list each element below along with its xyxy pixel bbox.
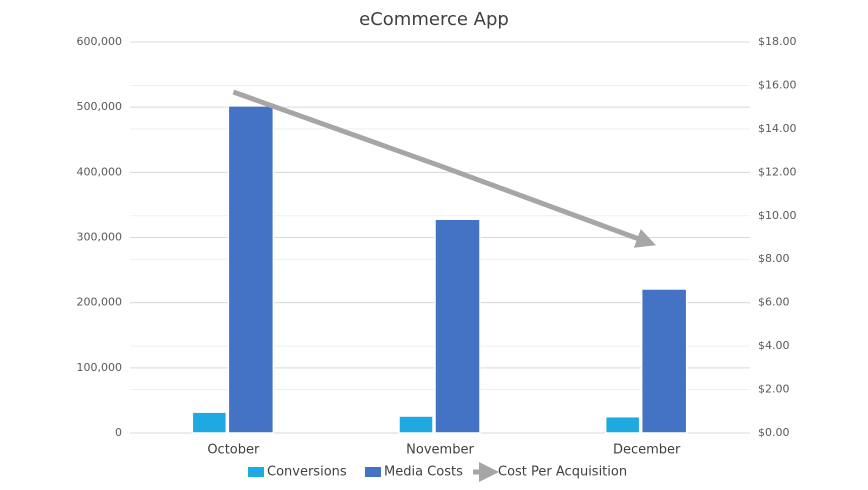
y-tick-label: 100,000 [77, 361, 123, 374]
y2-tick-label: $14.00 [758, 122, 797, 135]
y2-tick-label: $10.00 [758, 209, 797, 222]
bar [640, 288, 688, 434]
y-tick-label: 400,000 [77, 165, 123, 178]
y2-tick-label: $4.00 [758, 339, 790, 352]
y-tick-label: 600,000 [77, 35, 123, 48]
cpa-line [232, 89, 657, 248]
bar [191, 411, 228, 434]
legend-key [248, 467, 264, 477]
y2-tick-label: $2.00 [758, 383, 790, 396]
legend-label: Media Costs [384, 465, 463, 480]
y-tick-label: 300,000 [77, 231, 123, 244]
y2-tick-label: $8.00 [758, 252, 790, 265]
x-tick-label: December [613, 443, 681, 458]
legend-key [365, 467, 381, 477]
x-tick-label: October [207, 443, 260, 458]
bar [398, 415, 434, 434]
y-tick-label: 200,000 [77, 296, 123, 309]
bar [604, 415, 641, 434]
y2-tick-label: $18.00 [758, 35, 797, 48]
bar [434, 218, 481, 434]
y2-tick-label: $0.00 [758, 426, 790, 439]
y2-tick-label: $12.00 [758, 165, 797, 178]
y2-tick-label: $6.00 [758, 296, 790, 309]
y2-tick-label: $16.00 [758, 78, 797, 91]
x-tick-label: November [406, 443, 474, 458]
chart-title: eCommerce App [359, 9, 509, 30]
legend-label: Conversions [267, 465, 347, 480]
y-tick-label: 500,000 [77, 100, 123, 113]
bar [227, 105, 275, 434]
legend-label: Cost Per Acquisition [498, 465, 627, 480]
y-tick-label: 0 [115, 426, 122, 439]
